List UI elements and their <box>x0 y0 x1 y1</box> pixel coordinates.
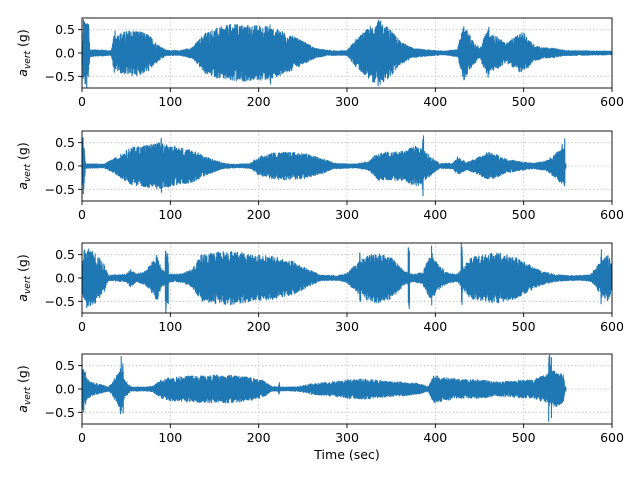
y-tick-label: 0.5 <box>55 22 75 37</box>
subplot-2: 0 100 200 300 400 500 600 −0.5 0.0 0.5 avert (g) <box>15 130 624 222</box>
x-tick-label: 400 <box>423 430 447 445</box>
x-tick-label: 400 <box>423 94 447 109</box>
y-tick-label: 0.0 <box>55 46 75 61</box>
x-tick-label: 0 <box>78 207 86 222</box>
y-axis-label: avert (g) <box>15 142 33 189</box>
x-tick-label: 500 <box>512 94 536 109</box>
acceleration-trace-3 <box>82 243 612 313</box>
x-tick-label: 100 <box>158 207 182 222</box>
x-tick-label: 200 <box>247 319 271 334</box>
y-axis-label: avert (g) <box>15 254 33 301</box>
x-tick-label: 100 <box>158 94 182 109</box>
x-tick-label: 100 <box>158 430 182 445</box>
y-tick-label: −0.5 <box>45 405 75 420</box>
x-tick-label: 300 <box>335 94 359 109</box>
x-tick-label: 600 <box>600 319 624 334</box>
y-tick-label: −0.5 <box>45 182 75 197</box>
subplot-4: 0 100 200 300 400 500 600 −0.5 0.0 0.5 avert (g) Ti… <box>15 353 624 462</box>
x-tick-label: 500 <box>512 207 536 222</box>
y-tick-label: −0.5 <box>45 69 75 84</box>
x-tick-label: 600 <box>600 207 624 222</box>
acceleration-trace-1 <box>82 19 612 88</box>
x-tick-label: 400 <box>423 207 447 222</box>
x-tick-label: 100 <box>158 319 182 334</box>
acceleration-trace-2 <box>82 135 567 197</box>
x-tick-label: 200 <box>247 94 271 109</box>
x-tick-label: 0 <box>78 430 86 445</box>
x-tick-label: 500 <box>512 430 536 445</box>
y-axis-label: avert (g) <box>15 29 33 76</box>
y-axis-label: avert (g) <box>15 365 33 412</box>
x-tick-label: 300 <box>335 319 359 334</box>
x-tick-label: 500 <box>512 319 536 334</box>
subplot-3: 0 100 200 300 400 500 600 −0.5 0.0 0.5 avert (g) <box>15 242 624 334</box>
x-axis-label: Time (sec) <box>313 447 379 462</box>
y-tick-label: 0.5 <box>55 358 75 373</box>
x-tick-label: 300 <box>335 207 359 222</box>
x-tick-label: 200 <box>247 207 271 222</box>
y-tick-label: 0.0 <box>55 382 75 397</box>
x-tick-label: 600 <box>600 430 624 445</box>
subplot-1: 0 100 200 300 400 500 600 −0.5 0.0 0.5 avert (g) <box>15 17 624 109</box>
y-tick-label: 0.0 <box>55 271 75 286</box>
x-tick-label: 0 <box>78 319 86 334</box>
x-tick-label: 0 <box>78 94 86 109</box>
x-tick-label: 400 <box>423 319 447 334</box>
x-tick-label: 300 <box>335 430 359 445</box>
y-tick-label: 0.5 <box>55 247 75 262</box>
acceleration-trace-4 <box>82 354 567 422</box>
x-tick-label: 200 <box>247 430 271 445</box>
y-tick-label: 0.0 <box>55 159 75 174</box>
x-tick-label: 600 <box>600 94 624 109</box>
y-tick-label: −0.5 <box>45 294 75 309</box>
y-tick-label: 0.5 <box>55 135 75 150</box>
